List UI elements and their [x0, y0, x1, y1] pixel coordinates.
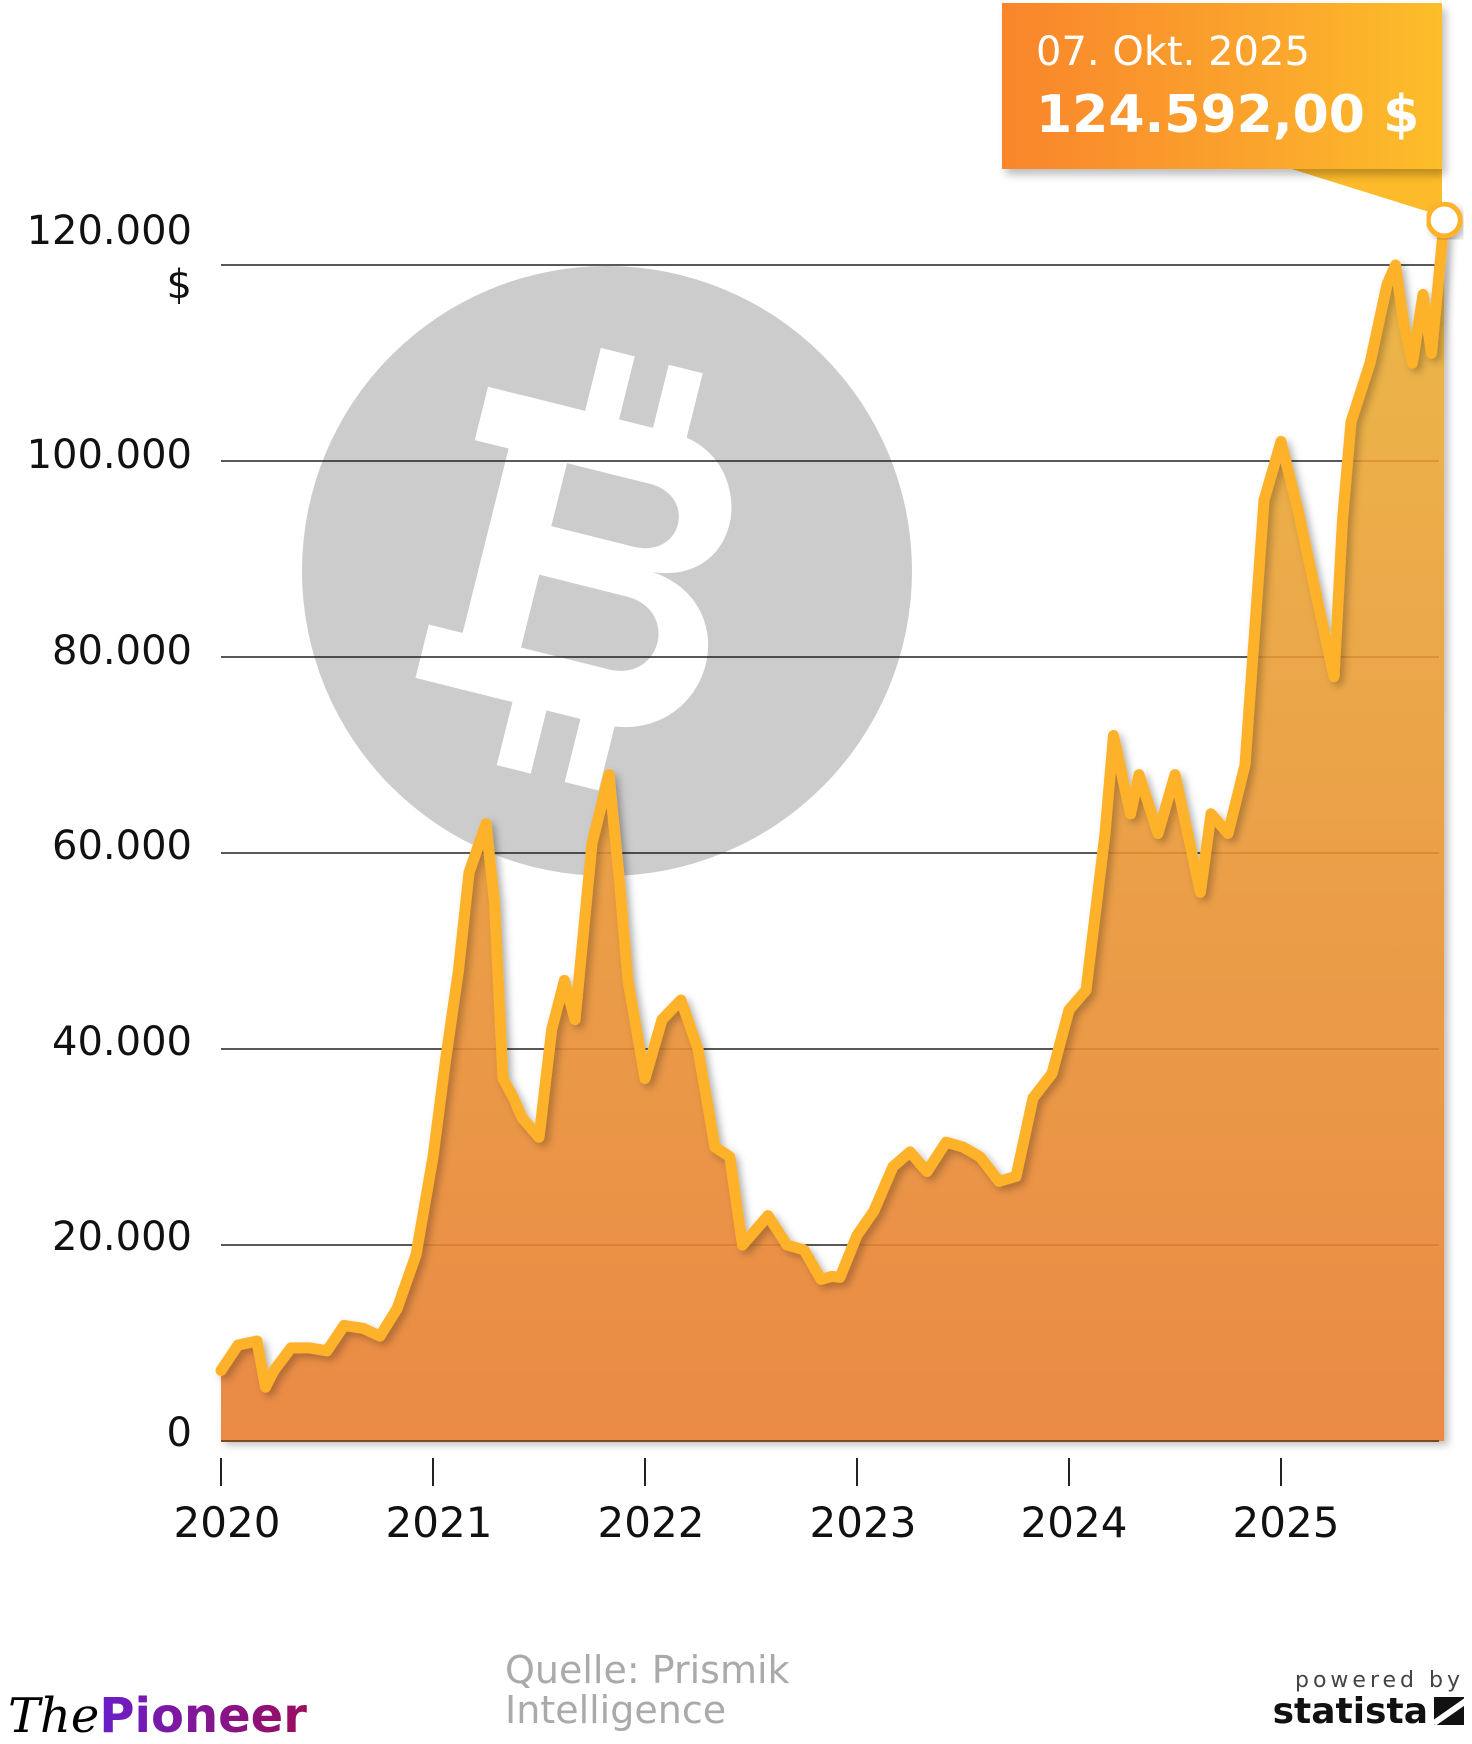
- x-ticks: [220, 1458, 1282, 1486]
- statista-logo-icon: [1434, 1697, 1464, 1725]
- y-label-0: 0: [166, 1410, 192, 1456]
- endpoint-marker[interactable]: [1425, 201, 1463, 239]
- source-line-2: Intelligence: [505, 1688, 727, 1732]
- y-label-20000: 20.000: [52, 1214, 192, 1260]
- price-area: [221, 220, 1445, 1441]
- price-line: [215, 214, 1450, 1393]
- tooltip-value: 124.592,00 $: [1036, 85, 1420, 145]
- bitcoin-icon: [302, 266, 912, 876]
- logo-the: The: [8, 1688, 100, 1744]
- x-label-2024: 2024: [1020, 1498, 1128, 1547]
- y-label-80000: 80.000: [52, 628, 192, 674]
- source-line-1: Quelle: Prismik: [505, 1648, 790, 1692]
- y-label-120000: 120.000: [26, 208, 192, 254]
- y-unit-label: $: [166, 262, 192, 308]
- x-label-2021: 2021: [385, 1498, 493, 1547]
- x-label-2020: 2020: [173, 1498, 281, 1547]
- statista-badge[interactable]: powered by statista: [1273, 1668, 1464, 1732]
- tooltip-date: 07. Okt. 2025: [1036, 29, 1310, 75]
- logo-pioneer: Pioneer: [99, 1688, 307, 1744]
- thepioneer-logo[interactable]: ThePioneer: [8, 1688, 307, 1744]
- y-label-100000: 100.000: [26, 432, 192, 478]
- y-label-60000: 60.000: [52, 823, 192, 869]
- source-note: Quelle: Prismik Intelligence: [505, 1650, 790, 1730]
- x-label-2022: 2022: [597, 1498, 705, 1547]
- y-label-40000: 40.000: [52, 1019, 192, 1065]
- statista-text: statista: [1272, 1691, 1428, 1732]
- tooltip-pointer: [1282, 166, 1442, 216]
- powered-by-text: powered by: [1295, 1668, 1464, 1693]
- x-label-2025: 2025: [1232, 1498, 1340, 1547]
- x-label-2023: 2023: [809, 1498, 917, 1547]
- value-tooltip: 07. Okt. 2025 124.592,00 $: [1002, 3, 1442, 169]
